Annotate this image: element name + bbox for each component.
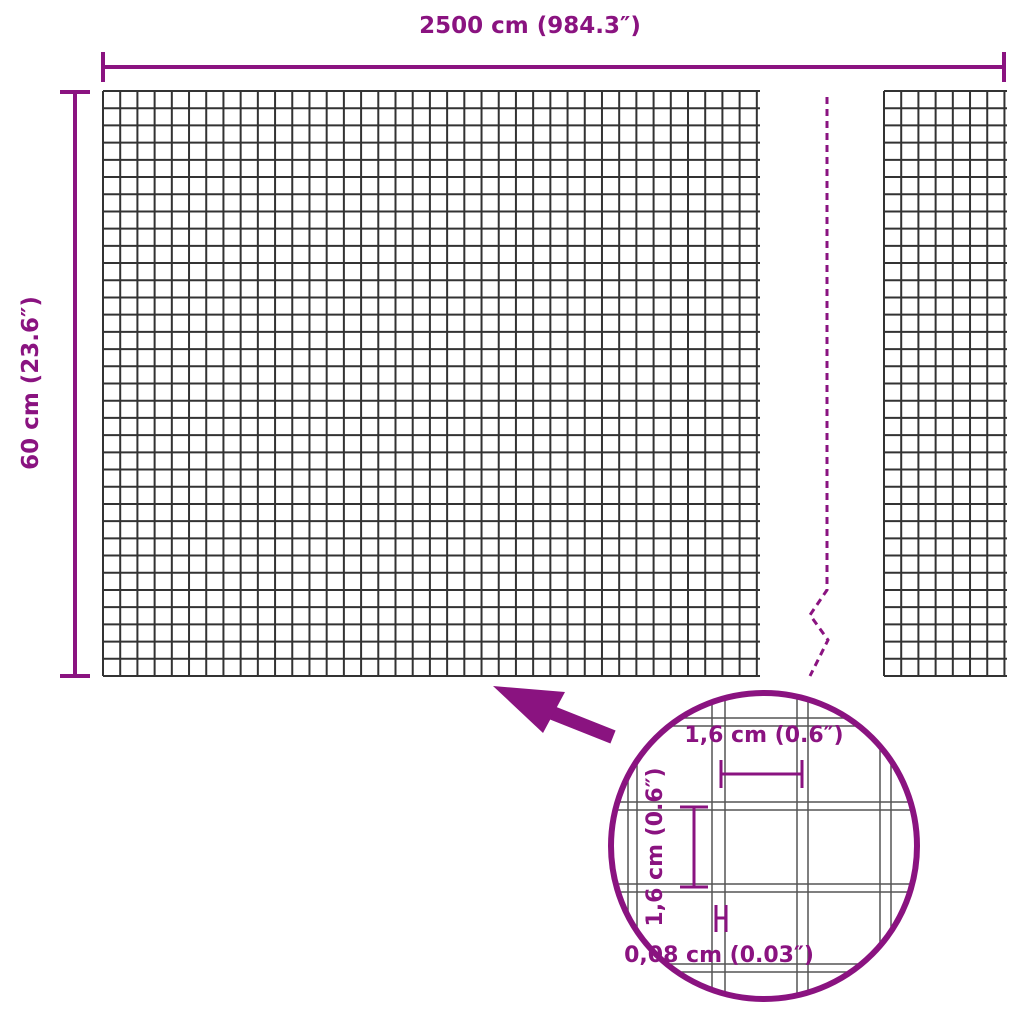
mesh-grid-main <box>102 90 760 677</box>
mesh-height-label: 1,6 cm (0.6″) <box>643 767 668 926</box>
wire-thickness-label: 0,08 cm (0.03″) <box>624 943 814 968</box>
arrow-icon <box>493 686 616 744</box>
mesh-measure-marks <box>680 760 804 932</box>
mesh-grid-end <box>883 90 1007 677</box>
height-label: 60 cm (23.6″) <box>18 296 44 470</box>
zoom-circle-icon <box>608 690 920 1002</box>
break-line <box>808 97 830 677</box>
width-dimension <box>101 52 1006 82</box>
height-dimension <box>60 90 90 678</box>
zoom-detail <box>611 693 917 999</box>
width-label: 2500 cm (984.3″) <box>419 13 641 39</box>
mesh-width-label: 1,6 cm (0.6″) <box>684 723 843 748</box>
